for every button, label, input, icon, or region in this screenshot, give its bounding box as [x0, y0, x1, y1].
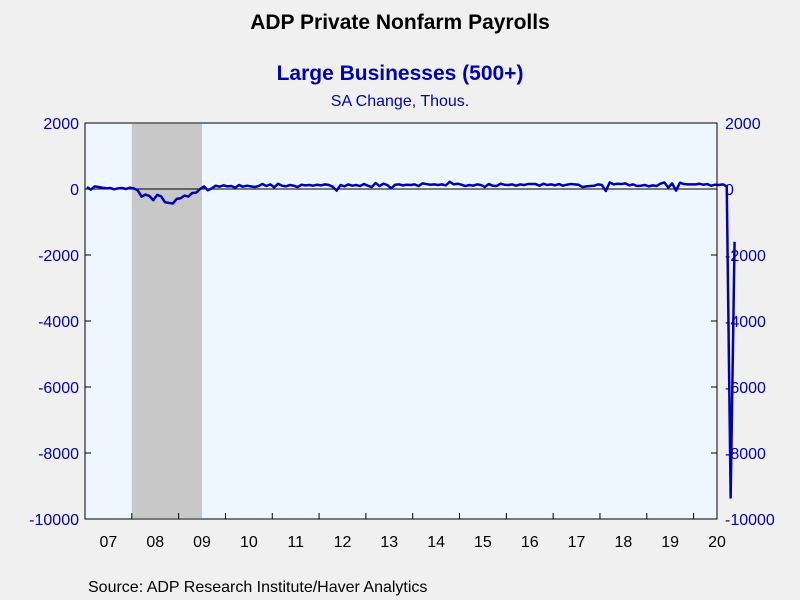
y-tick-label-right: 2000	[725, 116, 761, 133]
chart-subtitle: Large Businesses (500+)	[277, 62, 524, 85]
series-line-large-businesses	[86, 180, 736, 499]
x-tick-label: 14	[427, 534, 445, 551]
y-tick-label-left: -2000	[38, 248, 79, 265]
x-tick-label: 20	[708, 534, 726, 551]
y-tick-label-left: 2000	[43, 116, 79, 133]
y-tick-label-left: 0	[70, 182, 79, 199]
chart-units: SA Change, Thous.	[331, 93, 469, 110]
x-tick-label: 15	[474, 534, 492, 551]
y-tick-label-left: -8000	[38, 446, 79, 463]
x-tick-label: 10	[240, 534, 258, 551]
x-tick-label: 18	[614, 534, 632, 551]
y-tick-label-right: -4000	[725, 314, 766, 331]
y-tick-label-right: 0	[725, 182, 734, 199]
x-tick-label: 12	[334, 534, 352, 551]
x-tick-label: 17	[568, 534, 586, 551]
x-tick-label: 08	[146, 534, 164, 551]
x-tick-label: 13	[380, 534, 398, 551]
x-tick-label: 09	[193, 534, 211, 551]
source-note: Source: ADP Research Institute/Haver Ana…	[88, 579, 427, 596]
y-tick-label-right: -6000	[725, 380, 766, 397]
x-axis: 07 08 09 10 11 12 13 14 15 16 17 18 19 20	[100, 513, 726, 551]
chart-title: ADP Private Nonfarm Payrolls	[250, 11, 550, 34]
x-tick-label: 19	[661, 534, 679, 551]
x-tick-label: 07	[100, 534, 118, 551]
recession-band	[131, 124, 203, 518]
x-tick-label: 11	[287, 534, 304, 551]
x-tick-label: 16	[521, 534, 539, 551]
y-tick-label-right: -8000	[725, 446, 766, 463]
y-tick-label-right: -2000	[725, 248, 766, 265]
y-tick-label-left: -6000	[38, 380, 79, 397]
y-tick-label-left: -10000	[29, 512, 79, 529]
y-tick-label-left: -4000	[38, 314, 79, 331]
y-tick-label-right: -10000	[725, 512, 775, 529]
plot-frame	[84, 122, 718, 520]
